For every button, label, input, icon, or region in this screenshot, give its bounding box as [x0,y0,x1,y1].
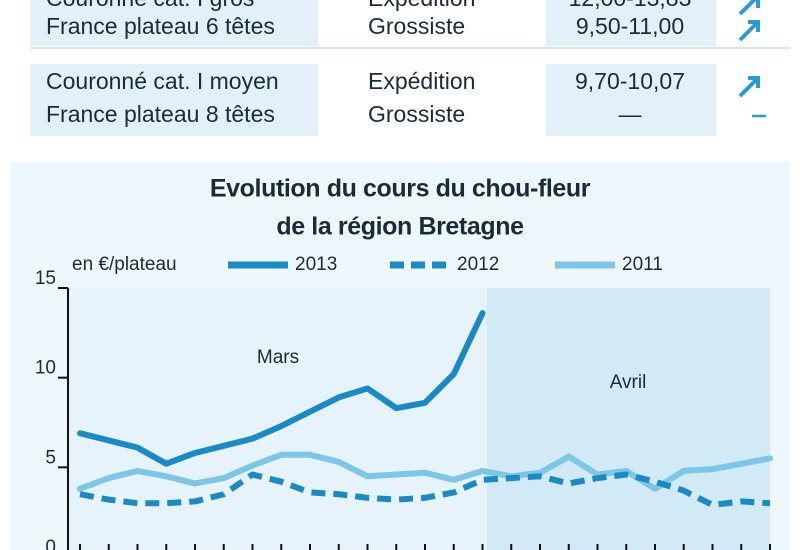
y-tick-label: 15 [35,268,56,289]
period-label: Avril [610,372,647,393]
table-cell: Grossiste [368,101,465,127]
trend-up [738,20,760,42]
cell-bg [30,64,318,136]
period-bg [68,288,487,550]
chart-title: de la région Bretagne [276,213,524,241]
trend-up [738,0,760,16]
trend-up [738,76,760,98]
table-cell: Expédition [368,68,475,94]
chart-title: Evolution du cours du chou-fleur [210,175,591,203]
table-cell: 12,00-13,83 [569,0,692,11]
y-tick-label: 0 [45,537,56,550]
table-cell: — [619,101,642,127]
unit-label: en €/plateau [72,254,177,275]
table-cell: France plateau 8 têtes [46,101,275,127]
table-cell: France plateau 6 têtes [46,13,275,39]
y-tick-label: 10 [35,358,56,379]
series-line [77,310,486,467]
cell-bg [30,0,318,46]
period-bg [487,288,770,550]
y-tick-label: 5 [45,447,56,468]
series-line [77,451,773,492]
table-cell: Grossiste [368,13,465,39]
cell-bg [546,0,716,46]
table-cell: 9,70-10,07 [575,68,685,94]
table-cell: 9,50-11,00 [576,13,684,39]
table-cell: Couronné cat. I gros [46,0,254,11]
legend-label: 2013 [295,254,337,275]
series-line [79,471,771,508]
legend-label: 2011 [622,254,663,275]
trend-arrows [738,0,766,118]
legend-label: 2012 [457,254,499,275]
table-cell: Couronné cat. I moyen [46,68,279,94]
period-label: Mars [257,347,299,368]
table-cell: Expédition [368,0,475,11]
cell-bg [546,64,716,136]
